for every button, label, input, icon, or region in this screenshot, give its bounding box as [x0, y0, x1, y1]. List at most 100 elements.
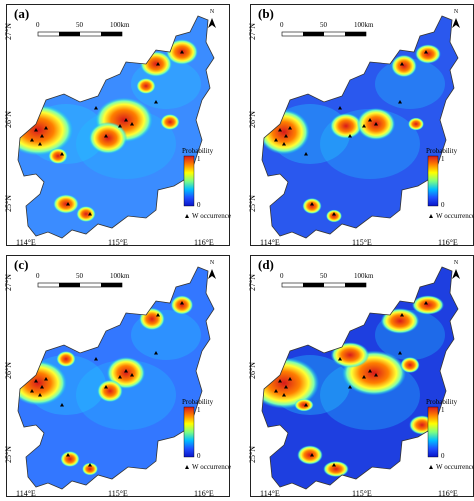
latitude-label: 27°N — [4, 23, 13, 40]
latitude-label: 27°N — [248, 23, 257, 40]
scale-bar-label: 0 — [36, 272, 40, 280]
latitude-label: 25°N — [4, 195, 13, 212]
hotspot — [48, 148, 68, 164]
longitude-label: 115°E — [352, 238, 372, 247]
legend-colorbar — [427, 155, 439, 207]
occurrence-marker — [60, 152, 64, 156]
longitude-label: 116°E — [194, 238, 214, 247]
longitude-label: 114°E — [260, 489, 280, 498]
hotspot — [330, 113, 362, 139]
latitude-label: 26°N — [248, 362, 257, 379]
legend-title: Probability — [426, 398, 458, 406]
north-arrow-icon — [452, 18, 460, 28]
occurrence-marker — [30, 389, 34, 393]
occurrence-marker — [310, 202, 314, 206]
legend-occurrence-label: W occurrence — [192, 463, 231, 471]
hotspot — [400, 357, 420, 373]
occurrence-marker — [368, 369, 372, 373]
north-label: N — [209, 9, 215, 15]
occurrence-marker — [180, 50, 184, 54]
occurrence-marker — [94, 357, 98, 361]
occurrence-marker — [304, 403, 308, 407]
scale-bar — [37, 282, 123, 288]
map-panel-b: (b) 27°N 26°N 25°N 114°E 115°E 116°E 0 50 100km N P… — [248, 4, 474, 247]
occurrence-marker — [348, 385, 352, 389]
occurrence-marker — [66, 453, 70, 457]
occurrence-marker — [66, 202, 70, 206]
occurrence-marker — [374, 122, 378, 126]
longitude-label: 116°E — [438, 489, 458, 498]
latitude-label: 26°N — [4, 362, 13, 379]
occurrence-marker — [130, 122, 134, 126]
occurrence-marker — [118, 124, 122, 128]
hotspot — [412, 295, 444, 315]
occurrence-marker — [44, 377, 48, 381]
north-label: N — [209, 260, 215, 266]
occurrence-marker — [374, 373, 378, 377]
scale-bar-label: 50 — [320, 272, 327, 280]
legend-triangle-icon — [185, 465, 189, 469]
north-arrow-icon — [208, 18, 216, 28]
hotspot — [330, 342, 370, 368]
occurrence-marker — [282, 393, 286, 397]
hotspot — [294, 398, 314, 412]
legend-max-label: 1 — [441, 406, 445, 414]
occurrence-marker — [284, 385, 288, 389]
legend-min-label: 0 — [197, 201, 201, 209]
occurrence-marker — [288, 377, 292, 381]
occurrence-marker — [118, 375, 122, 379]
occurrence-marker — [398, 100, 402, 104]
longitude-label: 115°E — [108, 489, 128, 498]
latitude-label: 25°N — [4, 446, 13, 463]
occurrence-marker — [104, 385, 108, 389]
occurrence-marker — [282, 142, 286, 146]
legend-min-label: 0 — [441, 201, 445, 209]
legend-min-label: 0 — [197, 452, 201, 460]
occurrence-marker — [38, 142, 42, 146]
panel-label: (c) — [12, 257, 31, 272]
legend-triangle-icon — [429, 465, 433, 469]
longitude-label: 115°E — [108, 238, 128, 247]
map-panel-a: (a) 27°N 26°N 25°N 114°E 115°E 116°E 0 50 100km N P… — [4, 4, 231, 247]
occurrence-marker — [40, 385, 44, 389]
hotspot — [88, 122, 128, 154]
occurrence-marker — [104, 134, 108, 138]
north-arrow-icon — [208, 269, 216, 279]
legend-title: Probability — [182, 147, 214, 155]
occurrence-marker — [88, 212, 92, 216]
occurrence-marker — [288, 126, 292, 130]
legend-colorbar — [183, 406, 195, 458]
legend-colorbar — [427, 406, 439, 458]
occurrence-marker — [94, 106, 98, 110]
occurrence-marker — [154, 100, 158, 104]
occurrence-marker — [34, 379, 38, 383]
hotspot — [53, 194, 79, 214]
hotspot — [76, 206, 96, 222]
occurrence-marker — [44, 126, 48, 130]
occurrence-marker — [130, 373, 134, 377]
occurrence-marker — [34, 128, 38, 132]
occurrence-marker — [60, 403, 64, 407]
legend-occurrence-label: W occurrence — [436, 463, 474, 471]
hotspot — [408, 117, 424, 131]
north-label: N — [453, 9, 459, 15]
scale-bar-label: 50 — [76, 21, 83, 29]
latitude-label: 27°N — [248, 274, 257, 291]
occurrence-marker — [156, 313, 160, 317]
longitude-label: 116°E — [194, 489, 214, 498]
legend-min-label: 0 — [441, 452, 445, 460]
hotspot — [60, 451, 80, 467]
occurrence-marker — [332, 212, 336, 216]
hotspot — [82, 462, 98, 476]
panel-label: (d) — [256, 257, 276, 272]
scale-bar-label: 0 — [280, 21, 284, 29]
occurrence-marker — [278, 379, 282, 383]
hotspot — [297, 445, 323, 465]
scale-bar-label: 100km — [110, 272, 130, 280]
scale-bar-label: 100km — [354, 272, 374, 280]
scale-bar — [281, 282, 367, 288]
map-panel-d: (d) 27°N 26°N 25°N 114°E 115°E 116°E 0 50 100km N P… — [248, 255, 474, 498]
hotspot — [160, 114, 180, 130]
scale-bar-label: 100km — [354, 21, 374, 29]
occurrence-marker — [156, 62, 160, 66]
